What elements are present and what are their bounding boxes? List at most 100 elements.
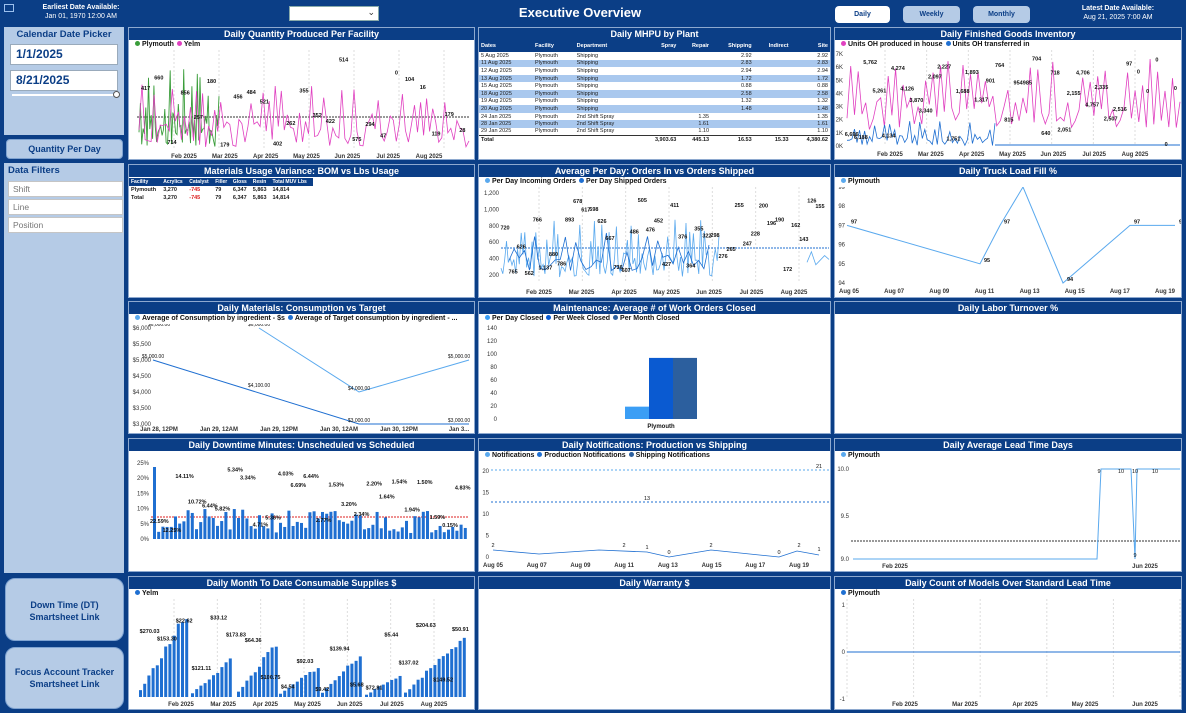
downtime-smartsheet-button[interactable]: Down Time (DT) Smartsheet Link [5, 578, 124, 641]
bar [262, 657, 266, 697]
column-header[interactable]: Spray [639, 40, 679, 52]
table-cell: 28 Jan 2025 [479, 120, 533, 128]
table-cell [754, 113, 791, 121]
bar [186, 510, 190, 539]
panel-title: Daily Month To Date Consumable Supplies … [129, 577, 474, 589]
tab-weekly[interactable]: Weekly [903, 6, 960, 23]
x-tick-label: Plymouth [647, 424, 675, 430]
panel-title: Daily Truck Load Fill % [835, 165, 1181, 177]
table-row[interactable]: 18 Aug 2025 Plymouth Shipping 2.58 2.58 [479, 89, 830, 98]
column-header[interactable]: Acrylics [161, 178, 188, 186]
quantity-per-day-button[interactable]: Quantity Per Day [6, 139, 123, 159]
menu-icon[interactable] [4, 4, 14, 12]
column-header[interactable]: Facility [129, 178, 162, 186]
bar [426, 511, 429, 539]
column-header[interactable]: Gloss [230, 178, 251, 186]
bar [434, 530, 438, 539]
legend-dot [135, 41, 140, 46]
x-tick-label: Jun 2025 [1132, 702, 1158, 708]
bar [363, 529, 366, 539]
column-header[interactable]: Resin [250, 178, 271, 186]
bar [369, 692, 373, 697]
data-label: 376 [678, 235, 687, 241]
legend-plymouth: Plymouth [142, 41, 174, 48]
legend: Plymouth Yelm [129, 40, 474, 49]
bar [169, 526, 173, 539]
bar [139, 690, 142, 697]
filter-shift[interactable]: Shift [8, 181, 123, 197]
bar [220, 521, 224, 539]
table-row[interactable]: 13 Aug 2025 Plymouth Shipping 1.72 1.72 [479, 74, 830, 83]
table-row[interactable]: 19 Aug 2025 Plymouth Shipping 1.32 1.32 [479, 98, 830, 106]
table-row[interactable]: 5 Aug 2025 Plymouth Shipping 2.92 2.92 [479, 52, 830, 60]
x-tick-label: Jan 28, 12PM [140, 427, 178, 433]
table-row[interactable]: 29 Jan 2025 Plymouth 2nd Shift Spray 1.10 1.… [479, 128, 830, 136]
filter-position[interactable]: Position [8, 217, 123, 233]
table-row[interactable]: 12 Aug 2025 Plymouth Shipping 2.94 2.94 [479, 67, 830, 75]
y-tick-label: $4,000 [133, 390, 152, 396]
bar [312, 671, 316, 697]
bar [279, 693, 282, 697]
bar [245, 680, 249, 697]
table-row[interactable]: 28 Jan 2025 Plymouth 2nd Shift Spray 1.61 1.… [479, 120, 830, 128]
tab-daily[interactable]: Daily [835, 6, 890, 23]
data-label: 486 [630, 230, 639, 236]
table-cell [639, 89, 679, 98]
table-cell [639, 113, 678, 121]
y-tick-label: 25% [137, 461, 150, 467]
earliest-value: Jan 01, 1970 12:00 AM [45, 13, 117, 20]
column-header[interactable]: Repair [678, 40, 712, 52]
data-label: 104 [405, 77, 415, 83]
data-label: 0 [777, 550, 780, 556]
data-label: 0 [667, 550, 670, 556]
facility-select[interactable]: All ⌄ [289, 6, 379, 21]
x-tick-label: Aug 19 [789, 563, 810, 569]
y-tick-label: 94 [838, 281, 845, 287]
tab-monthly[interactable]: Monthly [973, 6, 1030, 23]
table-row: Plymouth 3,270 -745 79 6,347 5,863 14,814 [129, 186, 313, 194]
table-cell: Shipping [576, 83, 599, 90]
column-header[interactable]: Filler [213, 178, 231, 186]
table-row[interactable]: 15 Aug 2025 Plymouth Shipping 0.88 0.88 [479, 82, 830, 90]
data-label: 0 [1174, 86, 1177, 92]
bar [412, 684, 416, 697]
data-label: 126 [807, 199, 816, 205]
end-date-input[interactable]: 8/21/2025 [10, 70, 118, 91]
column-header[interactable]: Catalyst [187, 178, 214, 186]
column-header[interactable]: Shipping [711, 40, 754, 52]
focus-account-tracker-button[interactable]: Focus Account Tracker Smartsheet Link [5, 647, 124, 709]
bar [157, 531, 161, 539]
table-cell: 5 Aug 2025 [481, 52, 509, 59]
date-slider-track[interactable] [12, 94, 118, 96]
start-date-input[interactable]: 1/1/2025 [10, 44, 118, 65]
date-slider-handle[interactable] [113, 91, 120, 98]
bar [458, 640, 462, 697]
column-header[interactable]: Indirect [753, 40, 791, 52]
column-header[interactable]: Facility [533, 40, 575, 52]
column-header[interactable]: Site [790, 40, 830, 52]
latest-value: Aug 21, 2025 7:00 AM [1083, 14, 1153, 21]
column-header[interactable]: Dates [479, 40, 533, 52]
bar [258, 666, 261, 697]
data-label: $5.44 [384, 633, 399, 639]
data-label: 417 [141, 86, 150, 92]
x-tick-label: Jun 2025 [696, 290, 722, 296]
filter-line[interactable]: Line [8, 199, 123, 215]
data-label: 514 [339, 58, 349, 64]
data-label: 764 [995, 63, 1005, 69]
panel-downtime: Daily Downtime Minutes: Unscheduled vs S… [128, 438, 475, 572]
panel-title: Daily Count of Models Over Standard Lead… [835, 577, 1181, 589]
table-row[interactable]: 24 Jan 2025 Plymouth 2nd Shift Spray 1.35 1.… [479, 113, 830, 121]
x-tick-label: Jul 2025 [380, 702, 404, 708]
table-row[interactable]: 20 Aug 2025 Plymouth Shipping 1.48 1.48 [479, 105, 830, 113]
data-label: 1,137 [539, 265, 553, 271]
column-header[interactable]: Department [574, 40, 640, 52]
column-header[interactable]: Total MUV Lbs [270, 178, 313, 186]
data-label: 10 [1152, 469, 1158, 475]
data-label: 736 [613, 265, 622, 271]
bar [216, 525, 219, 539]
legend: Average of Consumption by ingredient - $… [129, 314, 474, 323]
table-cell: Plymouth [533, 74, 575, 83]
table-row[interactable]: 11 Aug 2025 Plymouth Shipping 2.83 2.83 [479, 59, 830, 68]
x-tick-label: Feb 2025 [526, 290, 552, 296]
